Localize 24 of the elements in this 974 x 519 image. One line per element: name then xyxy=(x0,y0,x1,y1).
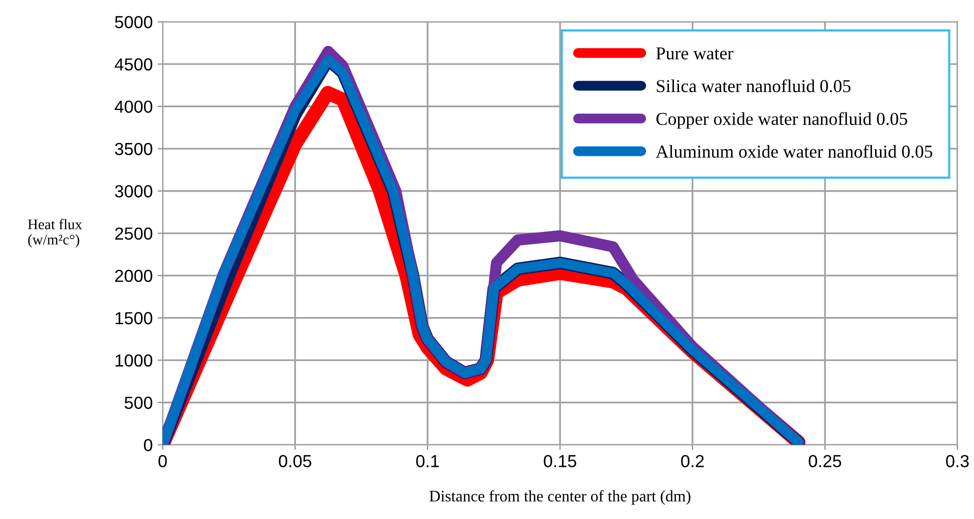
x-axis-title: Distance from the center of the part (dm) xyxy=(429,490,690,505)
y-tick-label: 2500 xyxy=(115,227,152,240)
y-tick-label: 1500 xyxy=(116,312,152,324)
x-tick-label: 0.1 xyxy=(416,454,439,468)
y-axis-title: Heat flux (w/m²c°) xyxy=(28,218,82,248)
y-tick-label: 500 xyxy=(124,396,152,409)
y-tick-label: 4500 xyxy=(114,58,152,71)
x-tick-label: 0.15 xyxy=(544,454,576,468)
y-tick-label: 3000 xyxy=(114,185,152,198)
x-tick-label: 0.2 xyxy=(681,454,704,468)
y-tick-label: 1000 xyxy=(116,354,152,367)
x-tick-label: 0.3 xyxy=(946,454,969,468)
legend-label: Aluminum oxide water nanofluid 0.05 xyxy=(656,144,932,158)
y-tick-label: 2000 xyxy=(115,270,152,282)
x-tick-label: 0 xyxy=(158,454,167,468)
x-tick-label: 0.25 xyxy=(808,454,842,468)
y-tick-label: 3500 xyxy=(114,142,152,156)
y-tick-label: 0 xyxy=(144,438,152,452)
legend-label: Pure water xyxy=(656,47,734,60)
legend-label: Copper oxide water nanofluid 0.05 xyxy=(656,112,908,129)
legend-label: Silica water nanofluid 0.05 xyxy=(656,79,850,92)
y-tick-label: 4000 xyxy=(114,100,152,113)
x-tick-label: 0.05 xyxy=(278,454,312,468)
y-tick-label: 5000 xyxy=(115,16,152,28)
